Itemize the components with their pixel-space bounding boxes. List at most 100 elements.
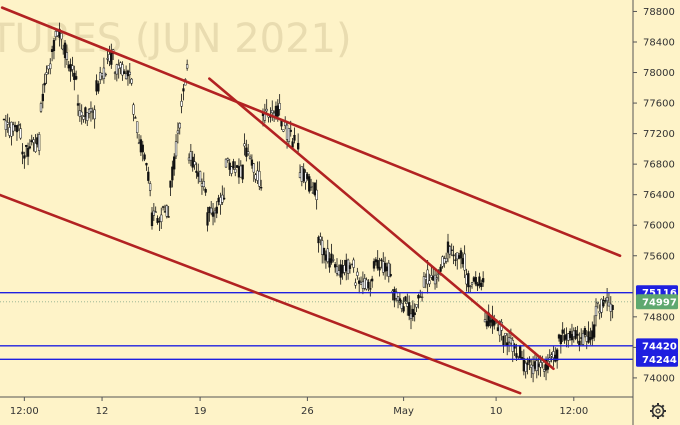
time-axis[interactable]: 12:00 12 19 26 May 10 12:00 (10, 397, 588, 417)
candle (93, 105, 96, 129)
candle (75, 70, 78, 81)
candle (467, 270, 470, 293)
trend-line (0, 6, 622, 258)
y-tick-label: 77600 (643, 99, 675, 110)
candle (147, 166, 150, 184)
svg-text:74420: 74420 (642, 341, 677, 352)
candle (593, 315, 596, 342)
candle (132, 102, 135, 122)
svg-text:75116: 75116 (642, 288, 677, 299)
candle (502, 335, 505, 353)
candle (515, 343, 518, 362)
candle (228, 158, 231, 177)
candle (84, 106, 87, 124)
y-tick-label: 78800 (643, 7, 675, 18)
candle (32, 136, 35, 152)
candle (583, 325, 587, 338)
candle (470, 281, 474, 289)
candle (433, 267, 437, 290)
candle (524, 360, 527, 379)
x-tick-label: 12:00 (559, 406, 588, 417)
y-tick-label: 78400 (643, 37, 675, 48)
candle (445, 252, 448, 264)
candle (26, 142, 30, 166)
candle (322, 247, 326, 264)
candle (463, 245, 466, 279)
y-tick-label: 74800 (643, 312, 675, 323)
candle (250, 154, 254, 169)
y-tick-label: 76000 (643, 221, 675, 232)
gear-icon[interactable] (650, 403, 666, 419)
candle (71, 56, 74, 77)
candle (169, 180, 172, 196)
candle (25, 144, 28, 158)
candle (21, 143, 24, 165)
candle (519, 344, 522, 360)
candle (469, 285, 472, 293)
candle (38, 131, 41, 156)
candle (123, 69, 126, 74)
candle (308, 173, 311, 194)
candle (136, 121, 139, 139)
trend-lines (0, 6, 622, 395)
candle (130, 77, 133, 86)
candle (581, 330, 585, 346)
candle (104, 72, 107, 77)
x-tick-label: 26 (301, 406, 314, 417)
candle (176, 122, 180, 144)
candle (478, 272, 481, 289)
candle (260, 179, 263, 191)
x-tick-label: May (393, 406, 414, 417)
candle (395, 288, 398, 303)
candle (232, 158, 235, 170)
candle (189, 143, 192, 167)
candle (556, 347, 559, 369)
price-axis[interactable]: 78800 78400 78000 77600 77200 76800 76400 76000… (633, 7, 675, 384)
candle (115, 63, 118, 82)
candle (39, 101, 43, 113)
candle (435, 272, 439, 288)
candle (378, 257, 381, 277)
candle (145, 162, 148, 171)
x-tick-label: 12:00 (10, 406, 39, 417)
candle (309, 178, 313, 191)
candle (241, 164, 244, 184)
candle (204, 187, 207, 196)
candle (552, 345, 555, 367)
candle (559, 334, 563, 354)
candle (248, 154, 252, 160)
candle (63, 40, 67, 68)
candle (143, 152, 146, 162)
candle (150, 207, 154, 230)
candle (174, 134, 178, 160)
candle (230, 165, 233, 177)
candle (415, 304, 418, 312)
candle (12, 121, 15, 136)
candle (313, 182, 316, 197)
candle (611, 304, 614, 319)
svg-text:74244: 74244 (642, 355, 677, 366)
candle (400, 299, 403, 313)
candle (334, 261, 337, 273)
y-tick-label: 76400 (643, 190, 675, 201)
candle (97, 80, 100, 94)
candle (154, 206, 157, 213)
candle (315, 179, 318, 210)
candle (317, 235, 320, 253)
candle (149, 181, 152, 197)
price-badge: 74244 (636, 351, 678, 367)
candle (578, 332, 581, 352)
candle (369, 279, 372, 297)
candle (43, 73, 46, 93)
candle (210, 200, 213, 216)
candle (6, 113, 9, 133)
candle (4, 114, 7, 137)
candle (141, 140, 144, 162)
candle (41, 83, 45, 109)
candle (247, 143, 250, 156)
candle (570, 323, 574, 346)
candle (504, 332, 507, 346)
price-badges: 75116 74420 74244 74997 (636, 285, 678, 367)
